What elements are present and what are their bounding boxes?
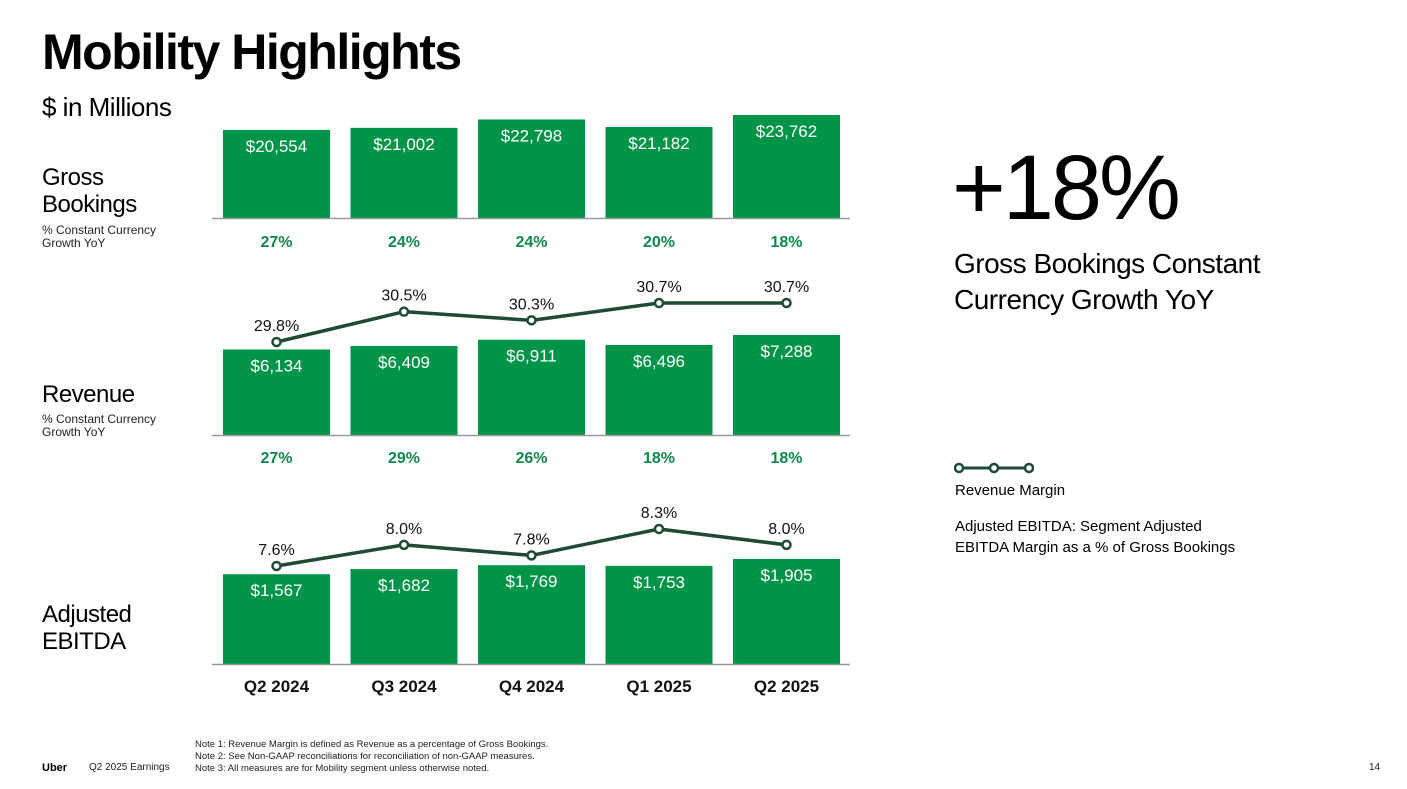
- ebitda-margin-point: [398, 539, 410, 551]
- ebitda-margin-label: 8.3%: [641, 505, 677, 522]
- gross-bookings-label: Gross Bookings: [42, 164, 137, 218]
- gross-bookings-bar: [350, 127, 458, 218]
- revenue-sublabel: % Constant Currency Growth YoY: [42, 413, 156, 439]
- revenue-margin-point: [526, 315, 537, 326]
- gross-bookings-growth-label: 24%: [515, 234, 547, 251]
- uber-logo: Uber: [42, 762, 68, 774]
- footer-notes: Note 1: Revenue Margin is defined as Rev…: [195, 739, 548, 775]
- ebitda-bar-value-label: $1,753: [633, 573, 685, 592]
- ebitda-label-line2: EBITDA: [42, 628, 126, 655]
- revenue-sublabel-line1: % Constant Currency: [42, 412, 157, 426]
- highlight-caption: Gross Bookings Constant Currency Growth …: [954, 246, 1334, 318]
- page-subtitle: $ in Millions: [42, 92, 172, 122]
- ebitda-bar-value-label: $1,682: [378, 576, 430, 595]
- ebitda-bar-value-label: $1,905: [761, 566, 813, 585]
- gross-bookings-sublabel-line1: % Constant Currency: [42, 223, 157, 237]
- ebitda-margin-label: 8.0%: [768, 521, 804, 538]
- gross-bookings-sublabel-line2: Growth YoY: [42, 236, 106, 250]
- revenue-growth-label: 29%: [388, 450, 420, 467]
- gross-bookings-bar: [478, 119, 585, 218]
- revenue-growth-label: 27%: [260, 450, 292, 467]
- legend-line-marker-icon: [954, 462, 1034, 474]
- ebitda-margin-point: [526, 550, 537, 561]
- ebitda-bar: [478, 565, 585, 664]
- highlight-caption-line2: Currency Growth YoY: [954, 284, 1214, 315]
- highlight-caption-line1: Gross Bookings Constant: [954, 248, 1261, 279]
- gross-bookings-label-line1: Gross: [42, 164, 104, 191]
- ebitda-label-line1: Adjusted: [42, 601, 132, 628]
- footer-note-2: Note 2: See Non-GAAP reconciliations for…: [195, 751, 535, 762]
- revenue-margin-point: [271, 336, 282, 348]
- revenue-bar-value-label: $6,409: [378, 353, 430, 372]
- legend-note-line2: EBITDA Margin as a % of Gross Bookings: [955, 539, 1236, 556]
- gross-bookings-bar-value-label: $21,182: [628, 134, 689, 153]
- ebitda-bar: [223, 574, 330, 664]
- revenue-bar: [350, 346, 458, 435]
- ebitda-margin-point: [653, 523, 665, 535]
- gross-bookings-label-line2: Bookings: [42, 191, 137, 218]
- x-axis-category-label: Q2 2025: [754, 677, 819, 696]
- gross-bookings-bar-value-label: $23,762: [756, 122, 817, 141]
- x-axis-category-label: Q1 2025: [626, 677, 691, 696]
- gross-bookings-bar-value-label: $20,554: [246, 137, 307, 156]
- revenue-growth-label: 26%: [515, 450, 547, 467]
- highlight-value: +18%: [952, 137, 1181, 239]
- legend-note: Adjusted EBITDA: Segment Adjusted EBITDA…: [955, 516, 1255, 558]
- revenue-bar-value-label: $7,288: [761, 342, 813, 361]
- revenue-bar-value-label: $6,496: [633, 352, 685, 371]
- revenue-margin-point: [781, 297, 792, 309]
- gross-bookings-growth-label: 18%: [770, 234, 802, 251]
- ebitda-bar: [733, 559, 840, 664]
- revenue-growth-label: 18%: [770, 450, 802, 467]
- gross-bookings-growth-label: 27%: [260, 234, 292, 251]
- page-number: 14: [1369, 762, 1381, 773]
- ebitda-margin-point: [781, 539, 792, 551]
- revenue-margin-point: [398, 306, 410, 317]
- revenue-bar-value-label: $6,911: [506, 347, 557, 366]
- revenue-growth-label: 18%: [643, 450, 675, 467]
- footer-deck-name: Q2 2025 Earnings: [89, 762, 170, 773]
- ebitda-margin-label: 7.8%: [513, 531, 549, 548]
- revenue-margin-label: 30.3%: [509, 296, 554, 313]
- ebitda-bar-value-label: $1,769: [506, 572, 558, 591]
- page-title: Mobility Highlights: [42, 24, 462, 80]
- gross-bookings-bar: [223, 129, 330, 218]
- gross-bookings-growth-label: 20%: [643, 234, 675, 251]
- legend-note-line1: Adjusted EBITDA: Segment Adjusted: [955, 518, 1202, 535]
- gross-bookings-bar-value-label: $21,002: [373, 135, 434, 154]
- ebitda-label: Adjusted EBITDA: [42, 601, 132, 655]
- revenue-margin-point: [653, 297, 665, 309]
- revenue-label: Revenue: [42, 381, 135, 408]
- revenue-margin-label: 29.8%: [254, 318, 299, 335]
- ebitda-bar: [605, 565, 713, 664]
- ebitda-bar-value-label: $1,567: [251, 581, 303, 600]
- revenue-bar: [605, 344, 713, 435]
- ebitda-margin-point: [271, 560, 282, 572]
- revenue-bar: [478, 339, 585, 435]
- ebitda-margin-label: 7.6%: [258, 542, 294, 559]
- x-axis-category-label: Q2 2024: [244, 677, 310, 696]
- x-axis-category-label: Q4 2024: [499, 677, 565, 696]
- revenue-bar: [733, 335, 840, 435]
- revenue-bar-value-label: $6,134: [251, 357, 303, 376]
- revenue-sublabel-line2: Growth YoY: [42, 425, 106, 439]
- revenue-margin-label: 30.5%: [381, 288, 426, 305]
- gross-bookings-sublabel: % Constant Currency Growth YoY: [42, 224, 156, 250]
- revenue-margin-label: 30.7%: [636, 279, 681, 296]
- revenue-margin-label: 30.7%: [764, 279, 809, 296]
- ebitda-margin-label: 8.0%: [386, 521, 422, 538]
- x-axis-category-label: Q3 2024: [371, 677, 437, 696]
- ebitda-bar: [350, 569, 458, 664]
- revenue-bar: [223, 349, 330, 435]
- gross-bookings-bar: [605, 127, 713, 218]
- gross-bookings-bar-value-label: $22,798: [501, 126, 562, 145]
- gross-bookings-bar: [733, 115, 840, 218]
- footer-note-3: Note 3: All measures are for Mobility se…: [195, 763, 490, 774]
- footer-note-1: Note 1: Revenue Margin is defined as Rev…: [195, 739, 549, 750]
- legend-series-label: Revenue Margin: [955, 482, 1066, 499]
- gross-bookings-growth-label: 24%: [388, 234, 420, 251]
